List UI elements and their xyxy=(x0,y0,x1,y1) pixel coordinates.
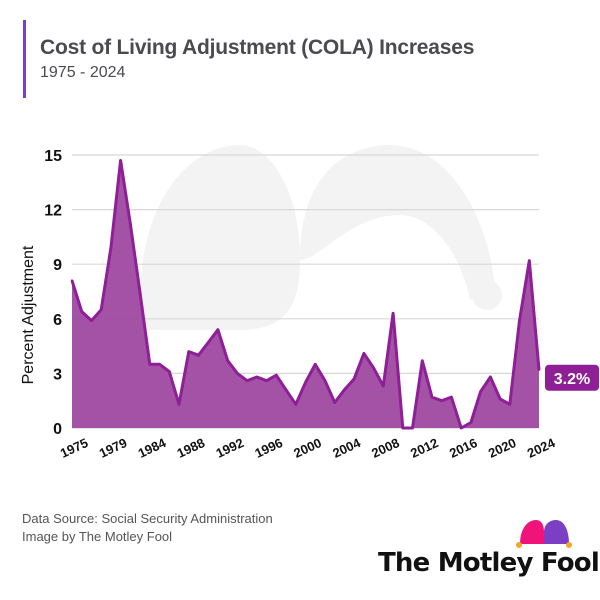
x-tick-label: 2024 xyxy=(525,435,558,461)
data-point xyxy=(459,426,463,430)
data-point xyxy=(265,379,268,382)
x-tick-label: 1992 xyxy=(213,435,246,461)
data-point xyxy=(479,390,482,393)
data-point xyxy=(158,363,161,366)
data-point xyxy=(508,403,512,406)
data-point xyxy=(236,372,239,375)
x-tick-label: 2008 xyxy=(369,435,402,461)
y-tick-label: 15 xyxy=(44,148,62,165)
data-point xyxy=(498,397,502,401)
data-point xyxy=(304,381,307,384)
data-point xyxy=(255,375,259,379)
data-point xyxy=(138,292,142,295)
last-value-callout: 3.2% xyxy=(545,364,599,391)
y-tick-label: 0 xyxy=(53,421,62,438)
y-tick-label: 6 xyxy=(53,312,62,329)
data-point xyxy=(518,319,521,322)
data-point xyxy=(148,363,152,366)
y-tick-label: 9 xyxy=(53,257,62,274)
data-point xyxy=(187,350,190,353)
jester-hat-icon xyxy=(516,520,572,548)
data-point xyxy=(537,368,541,371)
y-axis-label: Percent Adjustment xyxy=(20,245,37,384)
x-tick-label: 1988 xyxy=(175,435,208,461)
data-point xyxy=(440,399,443,402)
data-point xyxy=(275,374,278,377)
data-point xyxy=(323,379,327,382)
data-point xyxy=(343,388,346,391)
data-point xyxy=(245,379,249,382)
data-point xyxy=(352,377,356,381)
data-point xyxy=(528,259,531,262)
data-point xyxy=(177,403,181,406)
title-accent-bar xyxy=(23,20,26,98)
data-point xyxy=(411,426,414,430)
data-point xyxy=(469,421,473,424)
chart-subtitle: 1975 - 2024 xyxy=(40,64,126,81)
data-point xyxy=(372,366,375,370)
y-tick-label: 12 xyxy=(44,203,62,220)
data-point xyxy=(489,375,492,379)
data-point xyxy=(294,403,297,406)
data-point xyxy=(207,341,210,344)
x-tick-label: 1975 xyxy=(58,435,91,461)
x-tick-label: 2020 xyxy=(486,435,519,461)
data-point xyxy=(216,328,220,331)
data-source-text: Data Source: Social Security Administrat… xyxy=(22,511,273,526)
data-point xyxy=(450,395,453,399)
data-point xyxy=(382,384,385,388)
data-point xyxy=(362,352,366,355)
footer-source: Data Source: Social Security Administrat… xyxy=(22,510,273,546)
data-point xyxy=(226,359,229,362)
data-point xyxy=(333,401,336,404)
data-point xyxy=(90,319,93,322)
data-point xyxy=(99,308,103,311)
data-point xyxy=(168,370,171,373)
data-point xyxy=(391,312,395,315)
x-tick-label: 1984 xyxy=(136,435,169,461)
image-credit-text: Image by The Motley Fool xyxy=(22,529,173,544)
chart-title: Cost of Living Adjustment (COLA) Increas… xyxy=(40,36,475,59)
data-point xyxy=(109,246,113,250)
data-point xyxy=(70,279,74,282)
y-axis-ticks: 0 3 6 9 12 15 xyxy=(44,148,62,438)
data-point xyxy=(314,363,317,366)
x-tick-label: 2000 xyxy=(291,435,324,461)
data-point xyxy=(80,310,83,313)
x-tick-label: 2016 xyxy=(447,435,480,461)
watermark-logo xyxy=(140,145,502,330)
data-point xyxy=(421,359,424,362)
x-tick-label: 1979 xyxy=(97,435,130,461)
data-point xyxy=(129,222,132,226)
data-point xyxy=(284,388,288,391)
x-tick-label: 1996 xyxy=(252,435,285,461)
data-point xyxy=(197,354,200,357)
motley-fool-logo-text: The Motley Fool xyxy=(378,548,600,578)
data-point xyxy=(401,426,404,430)
data-point xyxy=(119,159,122,162)
x-axis-ticks: 1975 1979 1984 1988 1992 1996 2000 2004 2008 2012… xyxy=(58,435,558,461)
x-tick-label: 2004 xyxy=(330,435,363,461)
data-point xyxy=(430,395,434,399)
y-tick-label: 3 xyxy=(53,366,62,383)
callout-box xyxy=(545,364,599,391)
data-points xyxy=(70,159,541,430)
x-tick-label: 2012 xyxy=(408,435,441,461)
callout-label: 3.2% xyxy=(554,371,590,388)
